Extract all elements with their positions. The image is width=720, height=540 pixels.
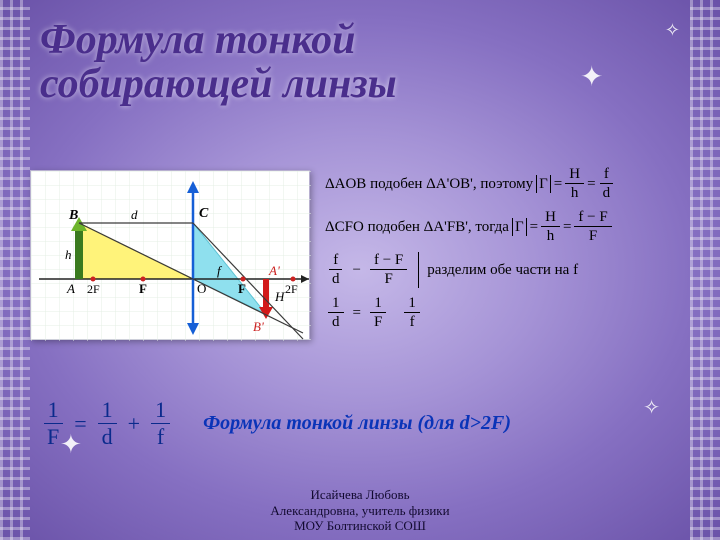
title-line-2: собирающей линзы (40, 62, 660, 106)
left-dot-strip (0, 0, 30, 540)
diagram-label-A1: A' (268, 263, 280, 278)
sparkle-icon: ✧ (665, 20, 680, 41)
diagram-label-C: C (199, 206, 209, 221)
slide-title: Формула тонкой собирающей линзы (40, 18, 660, 106)
result-caption: Формула тонкой линзы (для d>2F) (203, 412, 511, 435)
diagram-label-A: A (66, 281, 75, 296)
footer-line-1: Исайчева Любовь (0, 487, 720, 503)
result-row: 1F = 1d + 1f Формула тонкой линзы (для d… (40, 397, 680, 450)
diagram-label-B: B (68, 208, 78, 223)
diagram-label-2Fright: 2F (285, 282, 298, 296)
derivation-line-3: fd − f − FF разделим обе части на f (325, 251, 705, 288)
diagram-label-Fleft: F (139, 281, 147, 296)
diagram-label-Fright: F (238, 281, 246, 296)
footer-line-3: МОУ Болтинской СОШ (0, 518, 720, 534)
diagram-label-H: H (274, 289, 285, 304)
slide-footer: Исайчева Любовь Александровна, учитель ф… (0, 487, 720, 534)
derivation-line-1: ΔAOB подобен ΔA'OB', поэтому Γ = Hh = fd (325, 165, 705, 202)
lens-diagram: B C A O F 2F F 2F A' B' d f h H (30, 170, 310, 340)
title-line-1: Формула тонкой (40, 18, 660, 62)
diagram-label-2Fleft: 2F (87, 282, 100, 296)
derivation-line-4: 1d = 1F 1f (325, 294, 705, 331)
derivation-block: ΔAOB подобен ΔA'OB', поэтому Γ = Hh = fd… (325, 165, 705, 337)
diagram-label-O: O (197, 281, 206, 296)
result-formula: 1F = 1d + 1f (40, 397, 173, 450)
lens-diagram-svg: B C A O F 2F F 2F A' B' d f h H (31, 171, 311, 341)
diagram-label-h: h (65, 247, 72, 262)
derivation-line-2: ΔCFO подобен ΔA'FB', тогда Γ = Hh = f − … (325, 208, 705, 245)
footer-line-2: Александровна, учитель физики (0, 503, 720, 519)
diagram-label-d: d (131, 207, 138, 222)
diagram-label-B1: B' (253, 319, 264, 334)
